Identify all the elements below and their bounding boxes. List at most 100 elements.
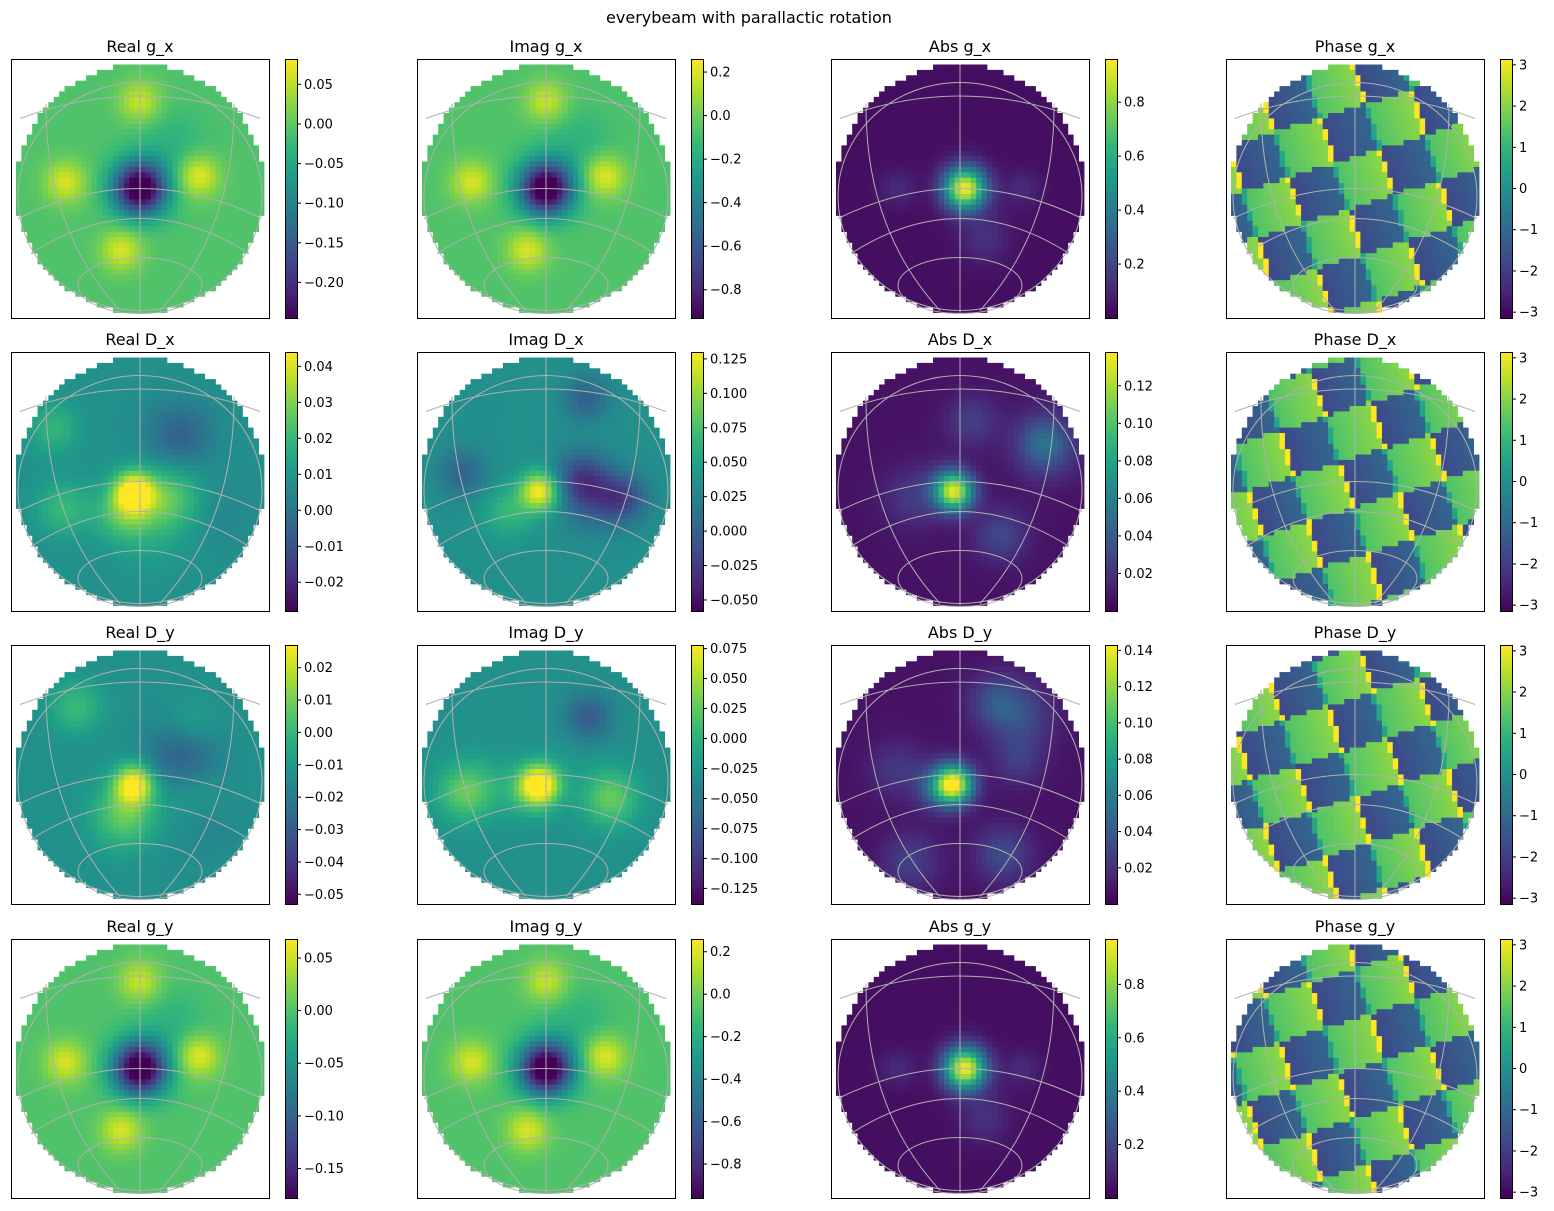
- colorbar-segment: [691, 221, 703, 226]
- heatmap-cell: [595, 259, 601, 265]
- heatmap-cell: [524, 302, 530, 308]
- heatmap-cell: [1025, 156, 1031, 162]
- heatmap-cell: [589, 124, 595, 130]
- heatmap-cell: [503, 140, 509, 146]
- heatmap-cell: [43, 253, 49, 259]
- heatmap-cell: [460, 178, 466, 184]
- heatmap-cell: [215, 97, 221, 103]
- heatmap-cell: [460, 264, 466, 270]
- heatmap-cell: [81, 113, 87, 119]
- heatmap-cell: [438, 189, 444, 195]
- heatmap-cell: [901, 102, 907, 108]
- heatmap-cell: [901, 178, 907, 184]
- heatmap-cell: [578, 296, 584, 302]
- heatmap-cell: [616, 253, 622, 259]
- heatmap-cell: [438, 124, 444, 130]
- heatmap-cell: [600, 248, 606, 254]
- heatmap-cell: [578, 183, 584, 189]
- heatmap-cell: [503, 253, 509, 259]
- heatmap-cell: [960, 232, 966, 238]
- heatmap-cell: [928, 248, 934, 254]
- heatmap-cell: [998, 210, 1004, 216]
- heatmap-cell: [124, 145, 130, 151]
- heatmap-cell: [232, 145, 238, 151]
- heatmap-cell: [54, 221, 60, 227]
- heatmap-cell: [48, 124, 54, 130]
- heatmap-cell: [151, 226, 157, 232]
- heatmap-cell: [611, 264, 617, 270]
- heatmap-cell: [487, 81, 493, 87]
- heatmap-cell: [205, 280, 211, 286]
- heatmap-cell: [91, 162, 97, 168]
- heatmap-cell: [1019, 113, 1025, 119]
- heatmap-cell: [546, 97, 552, 103]
- heatmap-cell: [86, 129, 92, 135]
- heatmap-cell: [140, 232, 146, 238]
- heatmap-cell: [162, 151, 168, 157]
- heatmap-cell: [627, 108, 633, 114]
- heatmap-cell: [81, 81, 87, 87]
- heatmap-cell: [1003, 194, 1009, 200]
- heatmap-cell: [841, 183, 847, 189]
- heatmap-cell: [460, 156, 466, 162]
- heatmap-cell: [210, 151, 216, 157]
- heatmap-cell: [589, 205, 595, 211]
- heatmap-cell: [226, 194, 232, 200]
- heatmap-cell: [535, 296, 541, 302]
- heatmap-cell: [199, 178, 205, 184]
- heatmap-cell: [546, 275, 552, 281]
- heatmap-cell: [616, 237, 622, 243]
- heatmap-cell: [38, 199, 44, 205]
- heatmap-cell: [519, 118, 525, 124]
- heatmap-cell: [949, 237, 955, 243]
- heatmap-cell: [514, 140, 520, 146]
- heatmap-cell: [145, 145, 151, 151]
- heatmap-cell: [449, 167, 455, 173]
- heatmap-cell: [140, 135, 146, 141]
- heatmap-cell: [27, 215, 33, 221]
- heatmap-cell: [546, 140, 552, 146]
- heatmap-cell: [508, 113, 514, 119]
- heatmap-cell: [901, 172, 907, 178]
- heatmap-cell: [578, 205, 584, 211]
- heatmap-cell: [465, 167, 471, 173]
- heatmap-cell: [595, 167, 601, 173]
- heatmap-cell: [140, 226, 146, 232]
- heatmap-cell: [1019, 259, 1025, 265]
- heatmap-cell: [530, 178, 536, 184]
- heatmap-cell: [1009, 129, 1015, 135]
- heatmap-cell: [949, 264, 955, 270]
- heatmap-cell: [172, 199, 178, 205]
- heatmap-cell: [91, 178, 97, 184]
- heatmap-cell: [895, 86, 901, 92]
- heatmap-cell: [113, 70, 119, 76]
- heatmap-cell: [584, 156, 590, 162]
- heatmap-cell: [1068, 205, 1074, 211]
- heatmap-cell: [879, 97, 885, 103]
- heatmap-cell: [194, 172, 200, 178]
- heatmap-cell: [113, 296, 119, 302]
- heatmap-cell: [568, 232, 574, 238]
- colorbar-segment: [691, 116, 703, 121]
- heatmap-cell: [16, 194, 22, 200]
- heatmap-cell: [885, 140, 891, 146]
- heatmap-cell: [140, 102, 146, 108]
- heatmap-cell: [998, 113, 1004, 119]
- heatmap-cell: [557, 86, 563, 92]
- heatmap-cell: [917, 124, 923, 130]
- heatmap-cell: [911, 259, 917, 265]
- heatmap-cell: [140, 167, 146, 173]
- heatmap-cell: [858, 183, 864, 189]
- heatmap-cell: [471, 135, 477, 141]
- heatmap-cell: [890, 215, 896, 221]
- heatmap-cell: [183, 75, 189, 81]
- heatmap-cell: [551, 97, 557, 103]
- heatmap-cell: [172, 151, 178, 157]
- heatmap-cell: [492, 140, 498, 146]
- heatmap-cell: [1009, 172, 1015, 178]
- heatmap-cell: [595, 291, 601, 297]
- heatmap-cell: [971, 65, 977, 71]
- heatmap-cell: [1035, 194, 1041, 200]
- heatmap-cell: [911, 178, 917, 184]
- heatmap-cell: [476, 172, 482, 178]
